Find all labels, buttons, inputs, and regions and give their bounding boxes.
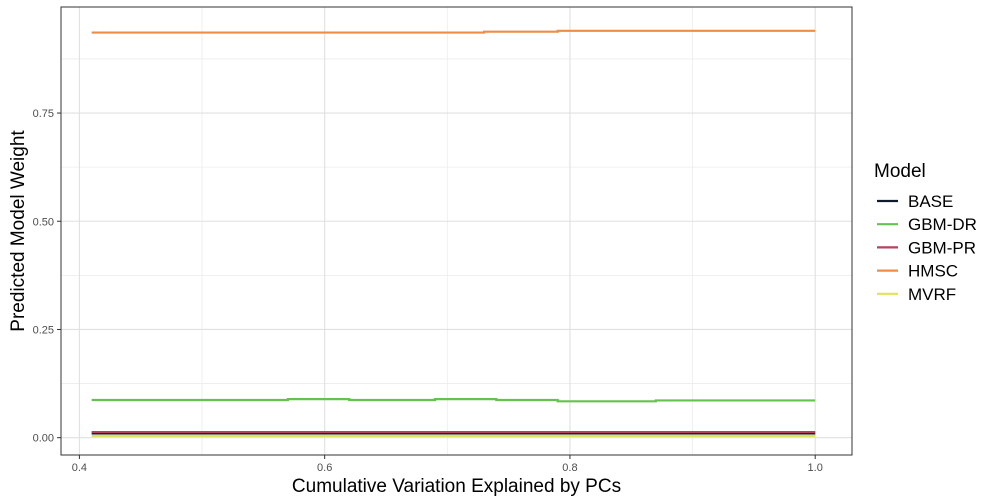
grid xyxy=(61,7,852,455)
x-axis-ticks: 0.4 0.6 0.8 1.0 xyxy=(72,455,823,474)
legend-label-gbm-dr: GBM-DR xyxy=(908,215,977,234)
legend-label-mvrf: MVRF xyxy=(908,285,956,304)
series-line-hmsc xyxy=(91,29,816,34)
legend-label-hmsc: HMSC xyxy=(908,262,958,281)
x-tick-label: 0.8 xyxy=(562,462,577,474)
y-tick-label: 0.25 xyxy=(33,324,54,336)
legend: Model BASE GBM-DR GBM-PR HMSC MVRF xyxy=(874,161,977,304)
legend-title: Model xyxy=(874,161,926,182)
y-axis-title: Predicted Model Weight xyxy=(8,130,29,332)
legend-label-base: BASE xyxy=(908,192,953,211)
series-line-gbm-dr xyxy=(91,398,816,403)
y-tick-label: 0.00 xyxy=(33,433,54,445)
x-tick-label: 0.6 xyxy=(317,462,332,474)
x-tick-label: 1.0 xyxy=(808,462,823,474)
x-tick-label: 0.4 xyxy=(72,462,87,474)
y-axis-ticks: 0.00 0.25 0.50 0.75 xyxy=(33,108,61,445)
y-tick-label: 0.75 xyxy=(33,108,54,120)
plot-panel-border xyxy=(60,6,853,456)
series-lines xyxy=(91,29,816,438)
y-tick-label: 0.50 xyxy=(33,216,54,228)
x-axis-title: Cumulative Variation Explained by PCs xyxy=(292,476,621,497)
legend-label-gbm-pr: GBM-PR xyxy=(908,238,976,257)
